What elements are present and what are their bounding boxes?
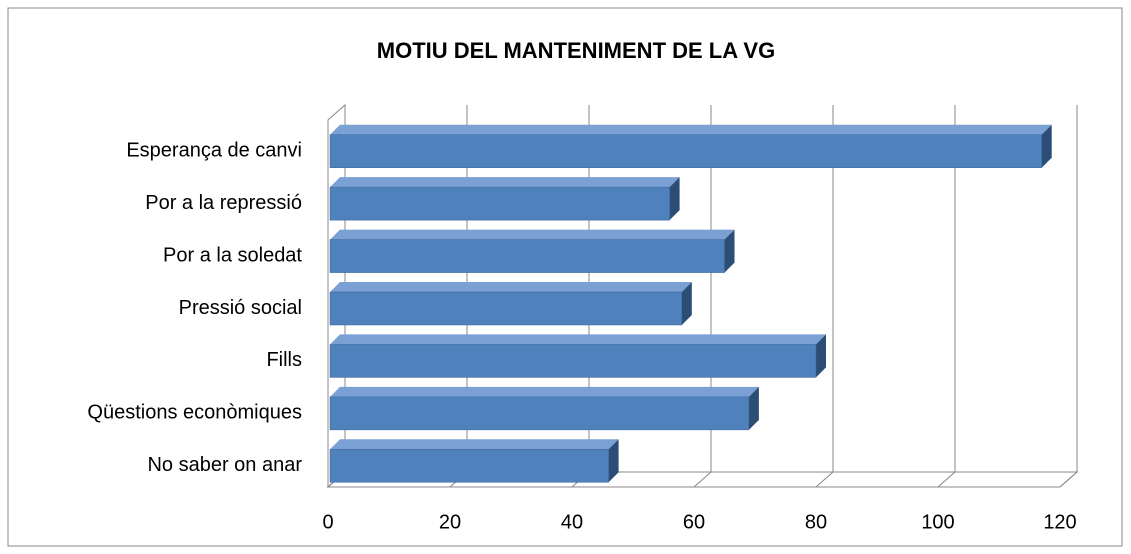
bar-top [330,282,692,292]
bar-top [330,124,1052,135]
bar-side [681,282,692,325]
grid-line [937,105,956,488]
grid-line [693,105,712,488]
bar-side [1041,124,1052,168]
y-tick-label: Por a la repressió [145,192,302,214]
x-tick-label: 40 [561,511,583,533]
x-tick-label: 60 [683,511,705,533]
bar-top [330,334,826,345]
y-tick-label: Qüestions econòmiques [87,402,302,424]
y-tick-label: Pressió social [179,297,302,319]
bar [329,449,609,483]
bar [329,239,725,273]
x-tick-label: 0 [322,511,333,533]
x-tick-label: 80 [805,511,827,533]
y-tick-label: Por a la soledat [163,244,302,266]
x-tick-label: 100 [921,511,954,533]
bar [329,396,750,431]
bar [329,186,670,221]
x-tick-label: 20 [439,511,461,533]
bar-side [669,177,680,221]
bar-top [330,386,759,397]
x-tick-label: 120 [1043,511,1076,533]
grid-line [1059,105,1078,488]
grid-line [815,105,834,488]
bar-side [724,229,735,273]
bar-side [748,386,759,430]
bar-top [330,229,735,240]
bar [329,291,683,326]
y-tick-label: Esperança de canvi [126,139,302,161]
bar-side [816,334,826,378]
bar-side [608,439,619,483]
y-tick-label: Fills [266,349,302,371]
bar [329,134,1042,168]
bar [329,344,817,378]
bar-top [330,439,619,450]
y-tick-label: No saber on anar [147,454,302,476]
chart-title: MOTIU DEL MANTENIMENT DE LA VG [377,38,775,63]
bar-top [330,177,680,188]
